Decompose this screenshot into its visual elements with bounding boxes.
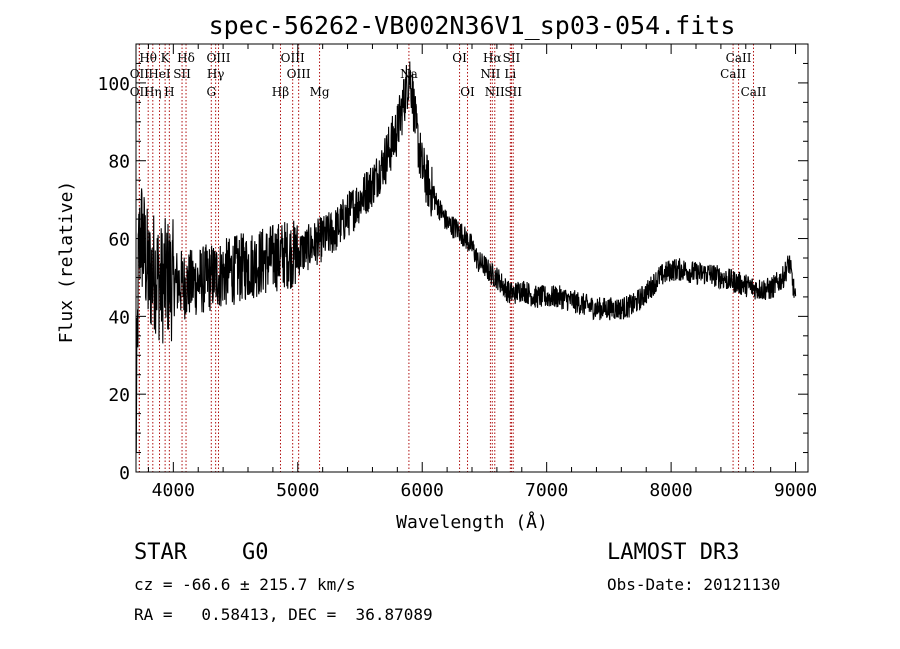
spectral-line-label: Hα xyxy=(483,51,502,65)
spectral-line-label: HeI xyxy=(148,67,171,81)
obs-date: Obs-Date: 20121130 xyxy=(607,575,781,594)
spectral-line-label: Mg xyxy=(310,85,330,99)
spectral-line-label: SII xyxy=(173,67,191,81)
y-tick-label: 0 xyxy=(119,463,130,484)
survey-name: LAMOST DR3 xyxy=(607,540,740,565)
object-subclass: G0 xyxy=(242,540,269,565)
x-axis-label: Wavelength (Å) xyxy=(396,511,548,533)
spectral-line-label: NII xyxy=(480,67,500,81)
spectral-line-label: Hη xyxy=(144,85,162,99)
x-tick-label: 6000 xyxy=(401,480,444,501)
x-tick-label: 5000 xyxy=(276,480,319,501)
y-tick-label: 60 xyxy=(108,230,130,251)
x-tick-label: 4000 xyxy=(152,480,195,501)
spectral-line-label: OIII xyxy=(287,67,311,81)
spectral-line-label: Hβ xyxy=(272,85,289,99)
spectral-line-label: Na xyxy=(400,67,418,81)
spectral-line-label: NII xyxy=(485,85,505,99)
y-axis-label: Flux (relative) xyxy=(56,181,77,344)
spectral-line-label: OI xyxy=(452,51,467,65)
x-tick-label: 9000 xyxy=(774,480,817,501)
spectral-line-label: Li xyxy=(504,67,516,81)
spectral-line-label: SII xyxy=(504,85,522,99)
spectral-line-label: CaII xyxy=(741,85,767,99)
ra-dec-readout: RA = 0.58413, DEC = 36.87089 xyxy=(134,605,433,624)
spectral-line-label: OII xyxy=(130,67,150,81)
spectral-line-label: G xyxy=(206,85,216,99)
spectral-line-label: SII xyxy=(503,51,521,65)
chart-title: spec-56262-VB002N36V1_sp03-054.fits xyxy=(209,11,736,40)
y-tick-label: 20 xyxy=(108,385,130,406)
spectral-line-label: Hδ xyxy=(177,51,195,65)
spectral-line-label: OIII xyxy=(206,51,230,65)
spectral-line-label: Hγ xyxy=(207,67,225,81)
spectral-line-label: CaII xyxy=(726,51,752,65)
axis-ticks: 4000 5000 6000 7000 8000 9000 0 20 40 60 80 100 xyxy=(97,43,817,501)
spectral-line-label: OI xyxy=(460,85,475,99)
spectral-line-label: K xyxy=(161,51,171,65)
object-class: STAR xyxy=(134,540,187,565)
x-tick-label: 7000 xyxy=(525,480,568,501)
y-tick-label: 100 xyxy=(97,74,130,95)
spectral-line-label: CaII xyxy=(720,67,746,81)
x-tick-label: 8000 xyxy=(649,480,692,501)
y-tick-label: 40 xyxy=(108,307,130,328)
y-tick-label: 80 xyxy=(108,152,130,173)
spectral-line-label: H xyxy=(164,85,174,99)
spectral-line-label: Hθ xyxy=(139,51,157,65)
spectral-line-label: OIII xyxy=(281,51,305,65)
spectral-line-label: OII xyxy=(130,85,150,99)
redshift-readout: cz = -66.6 ± 215.7 km/s xyxy=(134,575,356,594)
flux-series-line xyxy=(135,61,797,453)
